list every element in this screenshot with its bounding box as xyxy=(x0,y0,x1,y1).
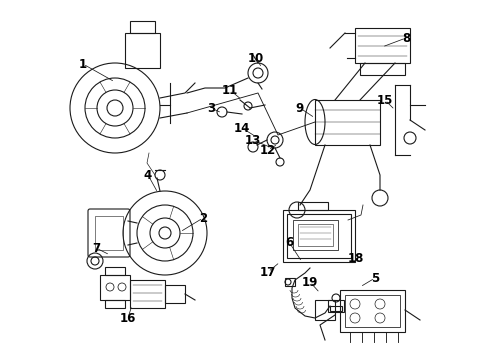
Text: 1: 1 xyxy=(79,58,87,71)
Bar xyxy=(130,21,155,33)
Bar xyxy=(100,275,130,300)
Text: 18: 18 xyxy=(348,252,364,265)
Text: 2: 2 xyxy=(199,212,207,225)
Text: 13: 13 xyxy=(245,134,261,147)
Bar xyxy=(298,224,333,246)
Bar xyxy=(287,214,351,258)
Bar xyxy=(355,28,410,63)
Bar xyxy=(285,278,295,286)
Bar xyxy=(345,295,400,327)
Bar xyxy=(315,300,335,320)
Text: 5: 5 xyxy=(371,271,379,284)
Bar xyxy=(360,63,405,75)
Text: 10: 10 xyxy=(248,51,264,64)
Text: 16: 16 xyxy=(120,311,136,324)
Text: 6: 6 xyxy=(285,235,293,248)
Text: 14: 14 xyxy=(234,122,250,135)
Bar xyxy=(315,100,380,145)
Bar xyxy=(105,267,125,275)
Text: 9: 9 xyxy=(296,102,304,114)
Bar xyxy=(95,216,123,250)
Bar xyxy=(328,300,344,312)
Bar xyxy=(125,33,160,68)
Text: 8: 8 xyxy=(402,32,410,45)
Bar xyxy=(165,285,185,303)
Bar xyxy=(105,300,125,308)
Text: 17: 17 xyxy=(260,266,276,279)
Text: 11: 11 xyxy=(222,84,238,96)
Text: 12: 12 xyxy=(260,144,276,157)
Bar xyxy=(340,290,405,332)
Bar xyxy=(130,280,165,308)
Text: 19: 19 xyxy=(302,275,318,288)
Text: 15: 15 xyxy=(377,94,393,107)
Bar xyxy=(298,202,328,210)
Bar xyxy=(330,306,342,311)
Bar xyxy=(293,220,338,250)
Text: 7: 7 xyxy=(92,242,100,255)
Text: 3: 3 xyxy=(207,102,215,114)
Text: 4: 4 xyxy=(144,168,152,181)
Bar xyxy=(283,210,355,262)
